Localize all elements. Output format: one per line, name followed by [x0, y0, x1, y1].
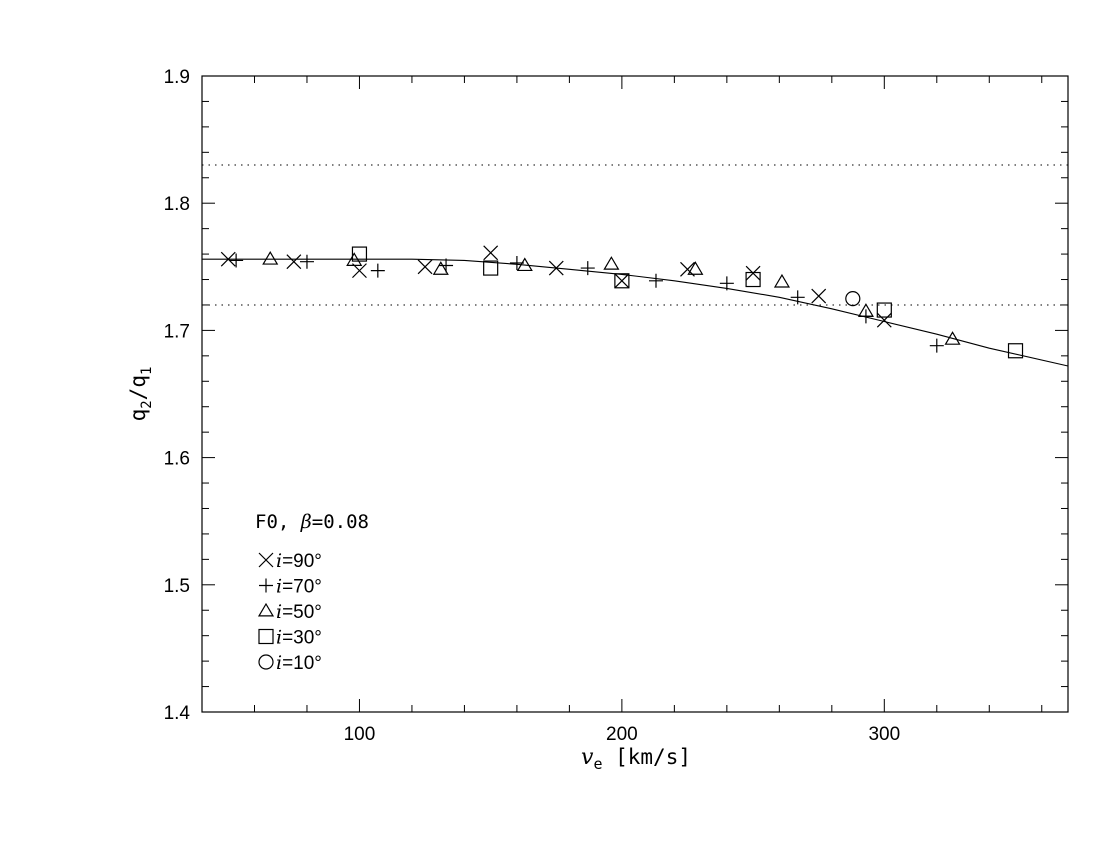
- x-axis-label: ve [km/s]: [581, 745, 691, 773]
- legend-title-prefix: F0,: [255, 511, 289, 533]
- data-point-x: [483, 245, 499, 261]
- legend-label-value: =30°: [282, 628, 322, 649]
- axis-ticks: [201, 75, 1068, 713]
- legend-label: i=90°: [276, 550, 322, 572]
- data-point-x: [614, 273, 630, 289]
- data-point-triangle: [262, 250, 279, 265]
- legend-label-value: =50°: [282, 602, 322, 623]
- legend-label-value: =90°: [282, 551, 322, 572]
- y-label-slash: /: [126, 388, 150, 401]
- data-point-square: [876, 302, 892, 318]
- legend-title-beta: β: [300, 511, 312, 533]
- y-tick-label: 1.4: [164, 703, 191, 724]
- tick-labels: 100 200 300 1.4 1.5 1.6 1.7 1.8 1.9: [164, 67, 901, 745]
- legend-marker-plus: [259, 578, 273, 593]
- legend-marker-triangle: [257, 602, 275, 617]
- legend-label-i: i: [276, 550, 282, 572]
- x-tick-label: 300: [868, 724, 900, 745]
- data-point-plus: [580, 261, 595, 276]
- data-point-plus: [648, 273, 663, 288]
- legend-label: i=30°: [276, 627, 322, 649]
- y-label-sub2: 2: [139, 400, 155, 408]
- x-label-v: v: [581, 745, 594, 770]
- data-point-triangle: [857, 303, 874, 317]
- legend-label-i: i: [276, 601, 282, 623]
- x-label-sub: e: [593, 755, 602, 773]
- plot-frame: [201, 75, 1069, 713]
- x-label-space: [602, 745, 615, 769]
- data-markers: [220, 245, 1024, 359]
- legend-label: i=10°: [276, 652, 322, 674]
- data-point-plus: [370, 263, 385, 278]
- legend-label-i: i: [276, 627, 282, 649]
- data-point-x: [745, 265, 761, 281]
- data-point-triangle: [516, 257, 533, 272]
- legend-label-value: =70°: [282, 577, 322, 598]
- data-point-plus: [790, 290, 805, 305]
- legend-title-value: =0.08: [312, 511, 369, 533]
- data-point-x: [876, 312, 892, 328]
- legend: F0, β=0.08 i=90°i=70°i=50°i=30°i=10°: [255, 511, 369, 674]
- data-point-x: [220, 251, 236, 267]
- data-point-triangle: [432, 261, 449, 275]
- data-point-triangle: [687, 261, 704, 275]
- data-point-triangle: [773, 273, 791, 288]
- data-point-triangle: [944, 331, 961, 345]
- legend-label-i: i: [276, 652, 282, 674]
- legend-marker-x: [258, 552, 274, 568]
- x-label-unit: [km/s]: [615, 745, 691, 769]
- data-point-square: [351, 246, 368, 262]
- data-point-square: [483, 260, 499, 276]
- legend-label-value: =10°: [282, 653, 322, 674]
- y-label-q1: q: [126, 375, 150, 388]
- data-point-square: [745, 271, 761, 288]
- data-point-x: [811, 288, 827, 304]
- legend-label: i=50°: [276, 601, 322, 623]
- legend-label-i: i: [276, 576, 282, 598]
- data-point-plus: [929, 338, 944, 353]
- y-tick-label: 1.7: [164, 321, 190, 342]
- data-point-x: [286, 254, 302, 270]
- legend-label: i=70°: [276, 576, 322, 598]
- y-tick-label: 1.9: [164, 67, 190, 88]
- data-point-x: [548, 260, 564, 276]
- y-tick-label: 1.8: [164, 194, 190, 215]
- y-label-sub1: 1: [139, 367, 155, 375]
- data-point-plus: [299, 254, 314, 269]
- data-point-circle: [845, 291, 861, 307]
- data-point-x: [417, 259, 433, 275]
- legend-marker-circle: [258, 654, 274, 670]
- reference-lines: [202, 164, 1068, 306]
- data-point-square: [614, 273, 630, 289]
- data-point-plus: [719, 276, 734, 291]
- x-tick-label: 200: [606, 724, 638, 745]
- y-axis-label: q2/q1: [126, 367, 155, 422]
- legend-marker-square: [258, 628, 274, 645]
- y-tick-label: 1.6: [164, 449, 190, 470]
- data-point-plus: [229, 253, 244, 268]
- x-tick-label: 100: [344, 724, 376, 745]
- legend-title: F0, β=0.08: [255, 511, 369, 533]
- legend-entries: i=90°i=70°i=50°i=30°i=10°: [257, 550, 322, 674]
- data-point-square: [1007, 343, 1024, 359]
- y-tick-label: 1.5: [164, 576, 190, 597]
- y-label-q2: q: [126, 409, 150, 422]
- data-point-triangle: [603, 256, 620, 270]
- data-point-x: [352, 263, 367, 279]
- fit-curve: [202, 258, 1069, 367]
- data-point-triangle: [346, 252, 363, 266]
